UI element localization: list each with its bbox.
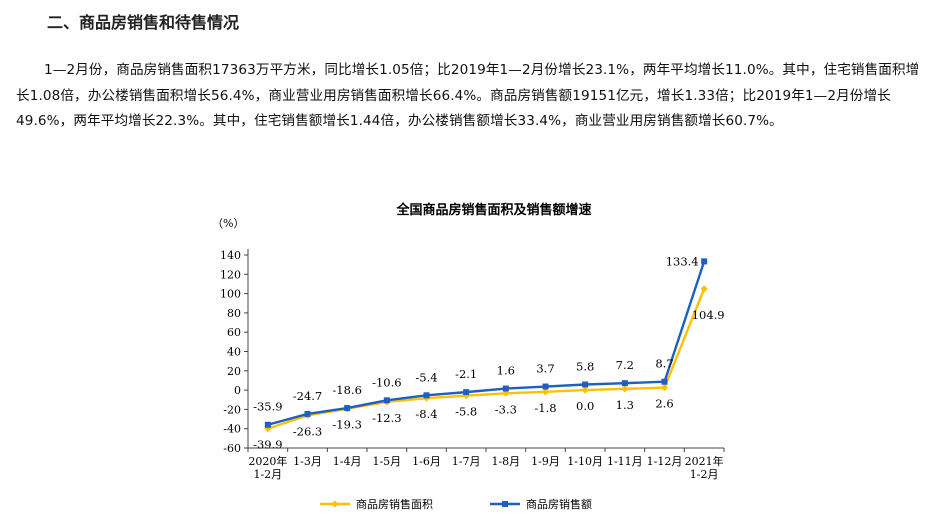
- chart-title: 全国商品房销售面积及销售额增速: [395, 202, 591, 218]
- x-tick-label: 1-10月: [567, 455, 603, 468]
- data-label: 8.7: [655, 357, 673, 371]
- data-point-sales: [542, 383, 549, 390]
- data-label: -24.7: [293, 389, 323, 403]
- x-tick-label: 1-6月: [412, 455, 441, 468]
- data-label: -26.3: [293, 424, 323, 438]
- y-tick-label: 80: [227, 307, 241, 320]
- data-label: 3.7: [536, 362, 554, 376]
- data-point-sales: [661, 378, 668, 385]
- section-title: 二、商品房销售和待售情况: [47, 13, 240, 32]
- data-point-sales: [701, 258, 708, 265]
- data-point-sales: [304, 410, 311, 417]
- x-tick-label: 1-2月: [253, 468, 282, 481]
- data-point-sales: [383, 397, 390, 404]
- data-point-area: [541, 388, 550, 396]
- data-label: 5.8: [576, 360, 594, 374]
- x-tick-label: 1-11月: [607, 455, 643, 468]
- series-line-1: [267, 288, 706, 430]
- legend-label: 商品房销售额: [526, 497, 592, 511]
- x-tick-label: 1-3月: [293, 455, 322, 468]
- data-label: 0.0: [576, 399, 594, 413]
- data-label: -2.1: [455, 367, 477, 381]
- x-tick-label: 1-8月: [491, 455, 520, 468]
- y-tick-label: 60: [227, 326, 241, 339]
- summary-paragraph: 1—2月份，商品房销售面积17363万平方米，同比增长1.05倍；比2019年1…: [16, 62, 920, 129]
- x-tick-label: 2021年: [685, 454, 724, 468]
- y-tick-label: 120: [220, 268, 241, 281]
- x-tick-label: 1-7月: [452, 455, 481, 468]
- legend-marker: [502, 501, 508, 507]
- data-point-area: [621, 385, 629, 393]
- data-label: -10.6: [372, 375, 402, 389]
- y-tick-label: -60: [223, 442, 241, 455]
- data-label: -5.8: [455, 405, 477, 419]
- x-tick-label: 1-5月: [372, 455, 401, 468]
- x-tick-label: 1-9月: [531, 455, 560, 468]
- data-point-area: [462, 392, 470, 400]
- data-point-sales: [264, 421, 271, 428]
- data-point-sales: [463, 389, 470, 396]
- y-tick-label: 20: [227, 365, 241, 378]
- data-label: 104.9: [692, 308, 725, 322]
- data-point-area: [660, 383, 669, 392]
- data-label: -19.3: [332, 418, 362, 432]
- data-point-sales: [344, 405, 351, 412]
- data-label: 1.3: [616, 398, 634, 412]
- y-tick-label: -40: [223, 423, 241, 436]
- data-label: -5.4: [415, 370, 437, 384]
- series-line-2: [267, 260, 706, 426]
- data-label: 7.2: [616, 358, 634, 372]
- data-point-sales: [423, 392, 430, 399]
- data-label: -3.3: [495, 402, 517, 416]
- y-tick-label: 40: [227, 346, 241, 359]
- x-tick-label: 1-2月: [690, 468, 719, 481]
- x-tick-label: 1-12月: [647, 455, 683, 468]
- data-label: -8.4: [415, 407, 437, 421]
- y-tick-label: 140: [220, 249, 241, 262]
- y-tick-label: 0: [234, 384, 241, 397]
- data-label: 133.4: [666, 254, 699, 268]
- data-label: -39.9: [253, 438, 283, 452]
- data-label: 1.6: [497, 364, 515, 378]
- data-point-sales: [502, 385, 509, 392]
- y-tick-label: -20: [223, 403, 241, 416]
- data-label: -12.3: [372, 411, 402, 425]
- y-axis-unit-label: （%）: [212, 217, 244, 230]
- data-label: -18.6: [332, 383, 362, 397]
- data-label: 2.6: [655, 397, 673, 411]
- data-label: -35.9: [253, 400, 283, 414]
- x-tick-label: 1-4月: [333, 455, 362, 468]
- data-point-area: [700, 285, 708, 293]
- data-point-area: [581, 386, 589, 394]
- data-point-sales: [621, 380, 628, 387]
- data-point-sales: [582, 381, 589, 388]
- x-tick-label: 2020年: [248, 454, 287, 468]
- y-tick-label: 100: [220, 288, 241, 301]
- legend-marker: [331, 500, 339, 508]
- data-label: -1.8: [534, 401, 556, 415]
- legend-label: 商品房销售面积: [356, 497, 433, 511]
